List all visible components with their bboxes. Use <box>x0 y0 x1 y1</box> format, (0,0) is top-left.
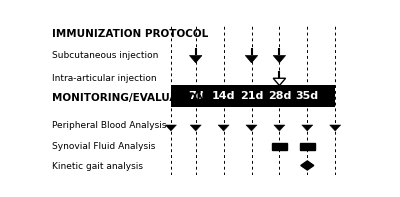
Polygon shape <box>330 125 341 131</box>
Polygon shape <box>273 56 286 63</box>
Bar <box>272 143 287 150</box>
Polygon shape <box>218 125 229 131</box>
Polygon shape <box>302 125 313 131</box>
Text: Subcutaneous injection: Subcutaneous injection <box>52 51 158 60</box>
Polygon shape <box>274 125 285 131</box>
Text: Peripheral Blood Analysis: Peripheral Blood Analysis <box>52 121 166 130</box>
Bar <box>300 143 315 150</box>
Text: IMMUNIZATION PROTOCOL: IMMUNIZATION PROTOCOL <box>52 29 208 39</box>
Text: Synovial Fluid Analysis: Synovial Fluid Analysis <box>52 142 155 151</box>
Text: 14d: 14d <box>212 91 235 101</box>
Text: 35d: 35d <box>296 91 319 101</box>
Bar <box>171 85 335 107</box>
Text: 7d: 7d <box>188 91 204 101</box>
Polygon shape <box>301 161 314 170</box>
Polygon shape <box>190 56 202 63</box>
Text: 21d: 21d <box>240 91 263 101</box>
Text: Intra-articular injection: Intra-articular injection <box>52 74 156 83</box>
Text: 28d: 28d <box>268 91 291 101</box>
Polygon shape <box>165 125 176 131</box>
Polygon shape <box>246 125 257 131</box>
Polygon shape <box>190 125 201 131</box>
Polygon shape <box>245 56 258 63</box>
Text: MONITORING/EVALUATION: MONITORING/EVALUATION <box>52 93 205 103</box>
Polygon shape <box>273 78 286 85</box>
Text: Kinetic gait analysis: Kinetic gait analysis <box>52 163 142 171</box>
